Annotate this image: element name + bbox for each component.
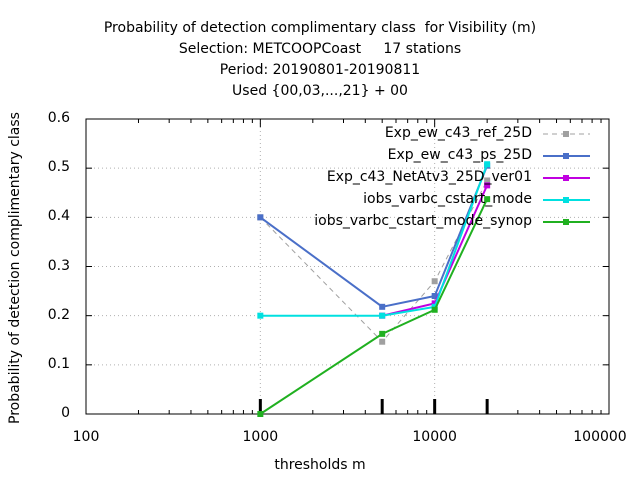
- legend-marker-3: [563, 175, 569, 181]
- series-point-3: [431, 300, 438, 307]
- legend-marker-5: [563, 219, 569, 225]
- series-point-3: [484, 182, 491, 189]
- y-tick-label: 0: [61, 405, 70, 421]
- chart-title-line-2: Selection: METCOOPCoast 17 stations: [178, 41, 462, 57]
- y-tick-label: 0.6: [47, 110, 70, 126]
- legend-label-2: Exp_ew_c43_ps_25D: [387, 147, 532, 163]
- series-point-5: [484, 196, 491, 203]
- y-tick-label: 0.5: [47, 159, 70, 176]
- series-point-1: [379, 338, 386, 345]
- x-axis-label: thresholds m: [274, 457, 366, 473]
- series-point-2: [379, 303, 386, 310]
- x-tick-label: 100: [72, 429, 100, 445]
- chart-title-line-4: Used {00,03,...,21} + 00: [232, 83, 408, 99]
- y-tick-label: 0.3: [47, 257, 70, 274]
- legend-label-1: Exp_ew_c43_ref_25D: [384, 125, 532, 141]
- chart-title-line-3: Period: 20190801-20190811: [219, 62, 421, 78]
- x-tick-label: 100000: [573, 429, 627, 445]
- legend-marker-1: [563, 131, 569, 137]
- series-point-1: [484, 177, 491, 184]
- series-point-5: [379, 330, 386, 337]
- series-point-4: [379, 312, 386, 319]
- series-point-4: [484, 161, 491, 168]
- x-tick-label: 10000: [412, 429, 457, 445]
- chart-title-line-1: Probability of detection complimentary c…: [103, 20, 537, 36]
- series-point-1: [431, 278, 438, 285]
- y-tick-label: 0.2: [47, 306, 70, 323]
- x-tick-label: 1000: [242, 429, 279, 445]
- y-tick-label: 0.4: [47, 208, 70, 225]
- series-line-4: [260, 163, 489, 317]
- legend-label-3: Exp_c43_NetAtv3_25D_ver01: [326, 169, 532, 185]
- legend-label-5: iobs_varbc_cstart_mode_synop: [314, 213, 532, 229]
- series-point-2: [257, 214, 264, 221]
- legend-marker-4: [563, 197, 569, 203]
- series-point-4: [257, 312, 264, 319]
- series-point-5: [257, 411, 264, 417]
- series-point-5: [431, 306, 438, 313]
- series-line-5: [259, 198, 489, 415]
- series-line-2: [259, 165, 489, 308]
- legend-label-4: iobs_varbc_cstart_mode: [363, 191, 532, 207]
- series-point-2: [431, 293, 438, 299]
- legend-marker-2: [563, 153, 569, 159]
- y-tick-label: 0.1: [47, 355, 70, 372]
